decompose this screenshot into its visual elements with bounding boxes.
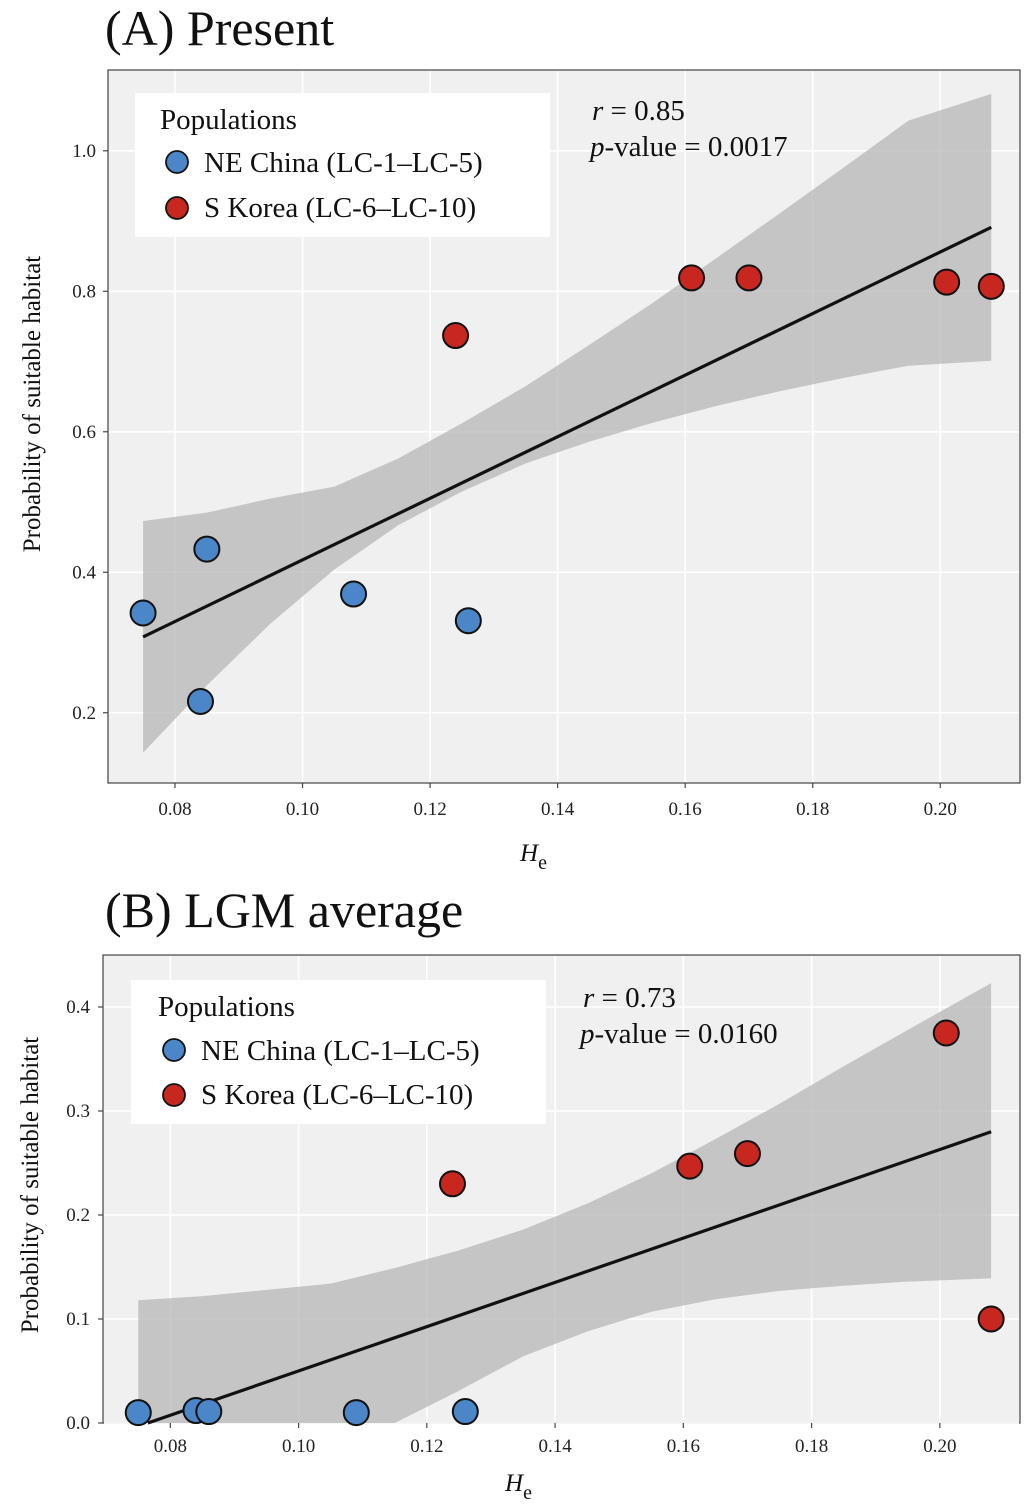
panel-b-point-ne-china-5 — [451, 1398, 479, 1426]
panel-b-point-ne-china-1 — [124, 1399, 152, 1427]
panel-a-legend-label-s-korea: S Korea (LC-6–LC-10) — [204, 192, 476, 224]
panel-b-legend-title: Populations — [158, 991, 295, 1023]
panel-b-legend-label-ne-china: NE China (LC-1–LC-5) — [201, 1035, 480, 1067]
panel-b-point-s-korea-3 — [733, 1140, 761, 1168]
panel-a-stats: r = 0.85 p-value = 0.0017 — [588, 95, 788, 163]
panel-a-y-axis-label: Probability of suitable habitat — [19, 256, 46, 553]
panel-a-x-tick-label-1: 0.10 — [286, 799, 319, 820]
panel-a-legend-key-ne-china — [165, 150, 189, 174]
panel-a-regression-line — [142, 225, 992, 639]
panel-a-point-s-korea-5 — [977, 272, 1005, 300]
panel-b-x-tick-label-4: 0.16 — [667, 1436, 700, 1457]
panel-a-x-tick-label-6: 0.20 — [924, 799, 957, 820]
panel-b-legend-label-s-korea: S Korea (LC-6–LC-10) — [201, 1079, 473, 1111]
panel-b-regression-line — [147, 1130, 992, 1425]
panel-a-point-s-korea-4 — [933, 268, 961, 296]
panel-a-point-ne-china-3 — [193, 535, 221, 563]
panel-a-point-ne-china-4 — [340, 580, 368, 608]
panel-b-x-axis-label: He — [504, 1470, 532, 1504]
panel-b-confidence-band-shape — [138, 983, 992, 1423]
panel-b-points — [124, 1019, 1005, 1427]
panel-a-r-stat: r = 0.85 — [592, 95, 685, 127]
panel-b-y-tick-label-3: 0.3 — [66, 1101, 90, 1122]
panel-a-point-ne-china-1 — [129, 599, 157, 627]
panel-a-x-axis-symbol: H — [519, 840, 540, 867]
panel-a-y-tick-label-2: 0.6 — [72, 422, 96, 443]
panel-b-point-ne-china-4 — [342, 1399, 370, 1427]
panel-a-x-ticks: 0.08 0.10 0.12 0.14 0.16 0.18 0.20 — [158, 783, 957, 820]
panel-a-y-tick-label-3: 0.8 — [72, 281, 96, 302]
panel-a-p-stat: p-value = 0.0017 — [588, 131, 788, 163]
panel-a-point-s-korea-2 — [678, 264, 706, 292]
panel-a-x-tick-label-5: 0.18 — [796, 799, 829, 820]
panel-a-p-symbol: p — [588, 131, 605, 163]
panel-a-legend-box — [135, 93, 550, 237]
panel-b-y-ticks: 0.0 0.1 0.2 0.3 0.4 — [66, 997, 103, 1434]
panel-a-legend-title: Populations — [160, 104, 297, 136]
panel-a-x-axis-label: He — [519, 840, 547, 874]
panel-a-y-tick-label-0: 0.2 — [72, 703, 96, 724]
panel-a-x-tick-label-2: 0.12 — [413, 799, 446, 820]
panel-a-legend: Populations NE China (LC-1–LC-5) S Korea… — [135, 93, 550, 237]
panel-a-regression-line-path — [142, 225, 992, 639]
panel-b-p-symbol: p — [578, 1018, 595, 1050]
panel-b-p-value: -value = 0.0160 — [595, 1018, 778, 1050]
panel-a: (A) Present 0.08 0.10 0.12 0.14 0.16 0.18 0.20… — [19, 0, 1021, 874]
panel-a-r-symbol: r — [592, 95, 604, 127]
panel-b-x-tick-label-1: 0.10 — [282, 1436, 315, 1457]
panel-b: (B) LGM average 0.08 0.10 0.12 0.14 0.16 0.18… — [17, 882, 1021, 1504]
panel-b-x-tick-label-3: 0.14 — [538, 1436, 572, 1457]
panel-b-x-tick-label-2: 0.12 — [410, 1436, 443, 1457]
panel-a-point-ne-china-5 — [454, 607, 482, 635]
panel-b-point-s-korea-2 — [676, 1152, 704, 1180]
panel-b-r-symbol: r — [583, 982, 595, 1014]
panel-b-legend: Populations NE China (LC-1–LC-5) S Korea… — [131, 980, 546, 1124]
panel-a-y-tick-label-4: 1.0 — [72, 141, 96, 162]
panel-b-title: (B) LGM average — [105, 882, 463, 938]
panel-a-point-ne-china-2 — [186, 688, 214, 716]
panel-a-y-ticks: 0.2 0.4 0.6 0.8 1.0 — [72, 141, 108, 724]
panel-b-point-s-korea-1 — [438, 1170, 466, 1198]
panel-a-x-tick-label-0: 0.08 — [158, 799, 191, 820]
panel-a-points — [129, 264, 1005, 716]
panel-b-legend-key-ne-china — [162, 1038, 186, 1062]
panel-a-title: (A) Present — [105, 0, 334, 56]
panel-b-legend-key-s-korea — [162, 1083, 186, 1107]
panel-b-y-tick-label-0: 0.0 — [66, 1413, 90, 1434]
panel-a-point-s-korea-1 — [442, 322, 470, 350]
panel-b-r-value: = 0.73 — [594, 982, 676, 1014]
panel-a-x-axis-subscript: e — [538, 852, 547, 874]
panel-b-confidence-band — [138, 983, 992, 1423]
panel-b-point-s-korea-5 — [977, 1305, 1005, 1333]
panel-b-y-tick-label-2: 0.2 — [66, 1205, 90, 1226]
panel-a-x-tick-label-4: 0.16 — [669, 799, 702, 820]
panel-b-y-axis-label: Probability of suitable habitat — [17, 1037, 44, 1334]
panel-b-point-ne-china-3 — [195, 1398, 223, 1426]
panel-b-r-stat: r = 0.73 — [583, 982, 676, 1014]
panel-a-x-tick-label-3: 0.14 — [541, 799, 575, 820]
panel-b-x-tick-label-0: 0.08 — [154, 1436, 187, 1457]
panel-b-x-axis-symbol: H — [504, 1470, 525, 1497]
panel-a-y-tick-label-1: 0.4 — [72, 562, 96, 583]
panel-a-p-value: -value = 0.0017 — [605, 131, 788, 163]
panel-a-legend-label-ne-china: NE China (LC-1–LC-5) — [204, 147, 483, 179]
panel-a-point-s-korea-3 — [735, 264, 763, 292]
panel-b-x-tick-label-6: 0.20 — [923, 1436, 956, 1457]
panel-b-point-s-korea-4 — [932, 1019, 960, 1047]
panel-b-x-tick-label-5: 0.18 — [795, 1436, 828, 1457]
panel-b-x-ticks: 0.08 0.10 0.12 0.14 0.16 0.18 0.20 — [154, 1423, 956, 1457]
panel-b-y-tick-label-1: 0.1 — [66, 1309, 90, 1330]
panel-b-p-stat: p-value = 0.0160 — [578, 1018, 778, 1050]
panel-a-confidence-band-shape — [143, 93, 992, 753]
panel-b-x-axis-subscript: e — [523, 1482, 532, 1504]
panel-b-y-tick-label-4: 0.4 — [66, 997, 90, 1018]
panel-b-regression-line-path — [147, 1130, 992, 1425]
panel-b-stats: r = 0.73 p-value = 0.0160 — [578, 982, 778, 1050]
panel-a-legend-key-s-korea — [165, 196, 189, 220]
panel-b-legend-box — [131, 980, 546, 1124]
panel-a-r-value: = 0.85 — [603, 95, 685, 127]
panel-a-confidence-band — [143, 93, 992, 753]
